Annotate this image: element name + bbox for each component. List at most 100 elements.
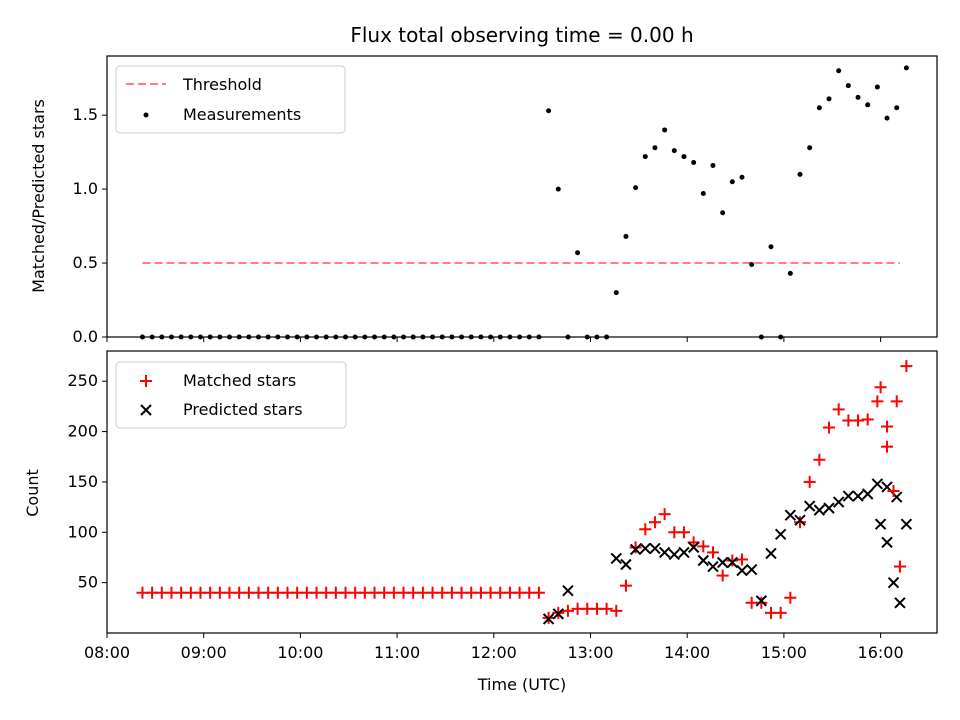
measurement-point (671, 148, 677, 154)
predicted-star-point (687, 541, 700, 554)
predicted-star-point (881, 536, 893, 549)
predicted-star-point (649, 542, 661, 555)
predicted-star-point (842, 490, 855, 502)
x-axis-label: Time (UTC) (477, 675, 566, 694)
predicted-star-point (765, 547, 777, 560)
measurement-point (836, 68, 842, 74)
bottom-y-ticks: 50 100 150 200 250 (67, 371, 107, 592)
bottom-x-tick-label: 16:00 (858, 643, 904, 662)
predicted-star-point (755, 595, 768, 607)
measurement-point (884, 115, 890, 121)
measurement-point (865, 102, 871, 108)
bottom-axes-frame (106, 350, 938, 634)
top-panel: Flux total observing time = 0.00 h 0.00.… (29, 23, 938, 346)
predicted-star-point (774, 528, 787, 541)
matched-star-point (794, 516, 807, 529)
matched-star-point (803, 475, 816, 488)
legend-predicted-swatch (140, 404, 152, 416)
bottom-legend: Matched stars Predicted stars (115, 361, 347, 429)
measurement-point (826, 96, 832, 102)
top-legend-box (115, 65, 346, 134)
matched-star-point (629, 541, 642, 554)
legend-predicted-label: Predicted stars (183, 400, 303, 419)
legend-measurements-swatch (143, 112, 149, 118)
matched-star-point (658, 508, 671, 521)
predicted-star-point (861, 488, 874, 500)
measurement-point (623, 233, 629, 239)
measurement-point (855, 94, 861, 100)
bottom-y-axis-label: Count (23, 469, 42, 517)
predicted-star-point (794, 514, 806, 526)
matched-star-point (774, 606, 787, 619)
matched-star-point (532, 586, 545, 599)
matched-star-point (871, 395, 884, 408)
predicted-star-point (894, 597, 906, 609)
matched-star-point (823, 421, 836, 434)
matched-star-point (784, 591, 797, 604)
predicted-star-point (678, 546, 690, 559)
top-axes-frame (106, 55, 938, 338)
measurement-point (749, 262, 755, 268)
matched-star-point (639, 523, 652, 536)
predicted-star-point (871, 478, 884, 490)
matched-star-point (881, 440, 894, 453)
matched-star-point (755, 596, 768, 609)
bottom-legend-box (115, 361, 347, 429)
bottom-x-tick-label: 11:00 (374, 643, 420, 662)
top-x-ticks (106, 337, 882, 342)
matched-star-point (697, 540, 710, 553)
bottom-x-tick-label: 08:00 (84, 643, 130, 662)
matched-star-point (890, 395, 903, 408)
measurement-point (546, 108, 552, 114)
predicted-star-point (610, 552, 622, 565)
legend-matched-swatch (140, 375, 152, 387)
predicted-star-point (887, 576, 900, 589)
top-plot-area (139, 65, 909, 340)
matched-star-point (813, 453, 826, 466)
measurement-point (710, 162, 716, 168)
predicted-star-point (874, 518, 887, 530)
matched-star-point (852, 414, 865, 427)
measurement-point (874, 84, 880, 90)
measurement-point (662, 127, 668, 133)
predicted-star-point (542, 613, 555, 625)
top-y-ticks: 0.0 0.5 1.0 1.5 (73, 105, 107, 346)
bottom-y-tick-label: 150 (67, 472, 98, 491)
matched-star-point (726, 554, 739, 567)
predicted-star-point (823, 502, 835, 514)
matched-star-point (735, 553, 748, 566)
top-y-tick-label: 0.5 (73, 253, 98, 272)
matched-star-point (648, 516, 661, 529)
predicted-star-point (745, 563, 758, 576)
matched-star-point (900, 360, 913, 373)
matched-star-point (619, 579, 632, 592)
predicted-star-point (552, 608, 564, 620)
predicted-star-point (562, 584, 574, 597)
matched-star-point (861, 413, 874, 426)
bottom-x-tick-label: 10:00 (277, 643, 323, 662)
bottom-panel: 50 100 150 200 250 08:00 09:00 10:00 11:00 12:00… (23, 350, 938, 694)
top-y-axis-label: Matched/Predicted stars (29, 99, 48, 293)
legend-measurements-label: Measurements (183, 105, 301, 124)
bottom-plot-area (136, 360, 913, 625)
bottom-x-ticks: 08:00 09:00 10:00 11:00 12:00 13:00 14:00 15:00… (84, 633, 904, 662)
legend-matched-label: Matched stars (183, 371, 296, 390)
measurement-point (613, 290, 619, 296)
measurement-point (807, 145, 813, 151)
matched-star-point (716, 569, 729, 582)
bottom-y-tick-label: 200 (67, 422, 98, 441)
measurement-point (555, 186, 561, 192)
bottom-x-tick-label: 15:00 (761, 643, 807, 662)
predicted-star-point (658, 546, 671, 559)
measurement-point (652, 145, 658, 151)
predicted-star-point (620, 558, 632, 571)
predicted-star-point (736, 564, 748, 577)
matched-star-point (706, 546, 719, 559)
bottom-y-tick-label: 250 (67, 371, 98, 390)
top-y-tick-label: 1.5 (73, 105, 98, 124)
matched-star-point (610, 604, 623, 617)
measurement-point (633, 185, 639, 191)
measurement-point (739, 174, 745, 180)
predicted-star-point (697, 554, 710, 567)
